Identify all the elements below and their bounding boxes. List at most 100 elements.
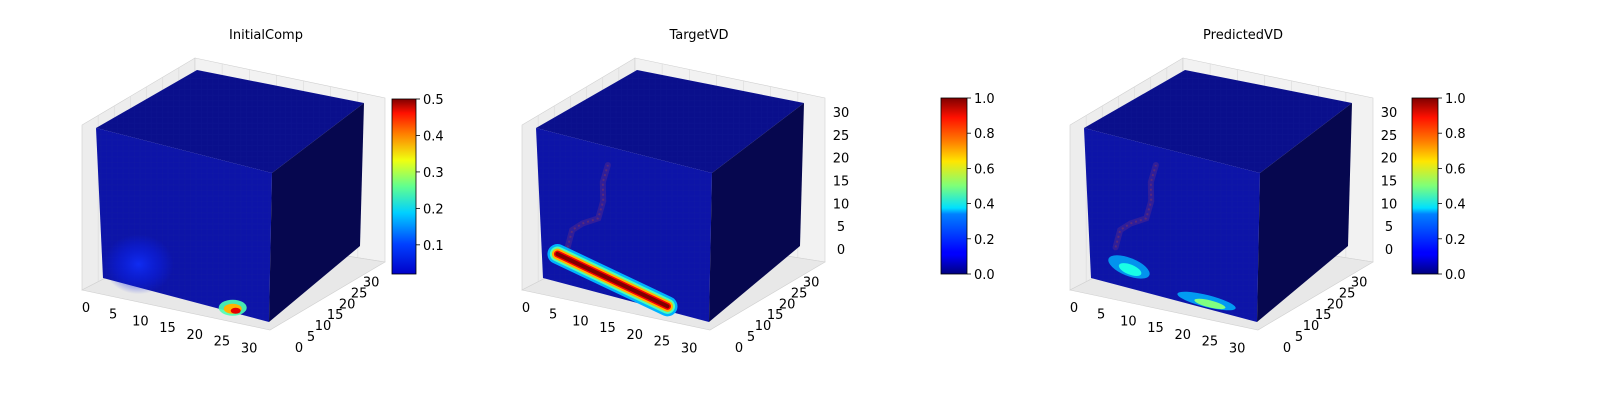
y-tick-label: 25 <box>351 286 368 301</box>
streak-band <box>555 252 670 309</box>
panel-title: InitialComp <box>229 28 303 43</box>
x-tick-label: 10 <box>1120 314 1137 329</box>
colorbar: 0.0 0.2 0.4 0.6 0.8 1.0 <box>940 92 995 283</box>
voxel-cube <box>536 70 804 322</box>
z-tick-label: 30 <box>833 106 850 121</box>
y-tick-label: 20 <box>339 297 356 312</box>
colorbar-tick-label: 0.5 <box>423 93 444 108</box>
x-tick-label: 0 <box>1070 301 1078 316</box>
hotspot-blob <box>230 307 241 314</box>
faint-path <box>1114 164 1157 248</box>
x-tick-label: 25 <box>654 335 671 350</box>
faint-path <box>1112 161 1159 251</box>
y-tick-label: 0 <box>1283 341 1291 356</box>
x-axis: 0 5 10 15 20 25 30 <box>82 301 258 356</box>
x-tick-label: 10 <box>132 314 149 329</box>
colorbar-tick-label: 1.0 <box>974 92 995 107</box>
colorbar-gradient <box>391 98 417 275</box>
y-tick-label: 10 <box>1303 319 1320 334</box>
y-tick-label: 20 <box>779 297 796 312</box>
colorbar: 0.0 0.2 0.4 0.6 0.8 1.0 <box>1411 92 1466 283</box>
x-tick-label: 20 <box>1174 328 1191 343</box>
predicted-blob <box>1194 298 1226 310</box>
colorbar-tick-label: 0.8 <box>1445 127 1466 142</box>
voxel-features <box>1108 161 1236 311</box>
colorbar-tick-label: 0.2 <box>974 233 995 248</box>
colorbar-tick-label: 0.2 <box>1445 233 1466 248</box>
x-tick-label: 0 <box>82 301 90 316</box>
x-tick-label: 20 <box>186 328 203 343</box>
y-tick-label: 20 <box>1327 297 1344 312</box>
cube-side-face <box>1257 103 1352 322</box>
x-tick-label: 15 <box>1147 321 1164 336</box>
z-axis: 0 5 10 15 20 25 30 <box>1381 106 1398 258</box>
x-tick-label: 25 <box>214 335 231 350</box>
y-tick-label: 15 <box>767 308 784 323</box>
x-tick-label: 5 <box>1097 308 1105 323</box>
colorbar-tick-label: 0.2 <box>423 202 444 217</box>
z-tick-label: 15 <box>833 175 850 190</box>
colorbar-tick-label: 0.4 <box>423 129 444 144</box>
x-tick-label: 20 <box>626 328 643 343</box>
y-tick-label: 5 <box>1295 330 1303 345</box>
y-tick-label: 5 <box>747 330 755 345</box>
x-tick-label: 15 <box>599 321 616 336</box>
colorbar-tick-label: 0.3 <box>423 166 444 181</box>
z-tick-label: 5 <box>837 220 845 235</box>
x-axis: 0 5 10 15 20 25 30 <box>1070 301 1246 356</box>
voxel-cube <box>1084 70 1352 322</box>
y-tick-label: 30 <box>803 275 820 290</box>
x-tick-label: 25 <box>1202 335 1219 350</box>
x-tick-label: 5 <box>109 308 117 323</box>
colorbar-tick-label: 0.6 <box>974 162 995 177</box>
z-tick-label: 15 <box>1381 175 1398 190</box>
x-tick-label: 0 <box>522 301 530 316</box>
colorbar: 0.1 0.2 0.3 0.4 0.5 <box>391 93 444 275</box>
x-tick-label: 5 <box>549 308 557 323</box>
cube-side-face <box>709 103 804 322</box>
z-tick-label: 0 <box>837 243 845 258</box>
x-tick-label: 30 <box>241 341 258 356</box>
z-tick-label: 5 <box>1385 220 1393 235</box>
colorbar-tick-label: 0.1 <box>423 239 444 254</box>
panel-title: PredictedVD <box>1203 28 1283 43</box>
y-tick-label: 10 <box>755 319 772 334</box>
faint-path <box>564 161 611 251</box>
y-tick-label: 15 <box>1315 308 1332 323</box>
y-tick-label: 10 <box>315 319 332 334</box>
colorbar-gradient <box>1411 97 1439 275</box>
y-tick-label: 0 <box>735 341 743 356</box>
cube-side-face <box>269 103 364 322</box>
x-axis: 0 5 10 15 20 25 30 <box>522 301 698 356</box>
x-tick-label: 10 <box>572 314 589 329</box>
colorbar-tick-label: 0.8 <box>974 127 995 142</box>
colorbar-tick-label: 0.6 <box>1445 162 1466 177</box>
y-tick-label: 25 <box>791 286 808 301</box>
colorbar-tick-label: 0.4 <box>1445 198 1466 213</box>
colorbar-tick-label: 1.0 <box>1445 92 1466 107</box>
x-tick-label: 15 <box>159 321 176 336</box>
z-tick-label: 20 <box>1381 152 1398 167</box>
predicted-blob <box>1118 263 1142 276</box>
voxel-features <box>547 161 678 317</box>
z-tick-label: 30 <box>1381 106 1398 121</box>
z-tick-label: 10 <box>1381 197 1398 212</box>
z-tick-label: 25 <box>1381 129 1398 144</box>
colorbar-gradient <box>940 97 968 275</box>
hotspot-blob <box>103 234 174 295</box>
voxel-cube <box>96 70 364 322</box>
z-axis: 0 5 10 15 20 25 30 <box>833 106 850 258</box>
y-tick-label: 5 <box>307 330 315 345</box>
z-tick-label: 10 <box>833 197 850 212</box>
voxel-features <box>103 234 247 316</box>
faint-path <box>566 164 609 248</box>
y-tick-label: 15 <box>327 308 344 323</box>
y-tick-label: 30 <box>1351 275 1368 290</box>
